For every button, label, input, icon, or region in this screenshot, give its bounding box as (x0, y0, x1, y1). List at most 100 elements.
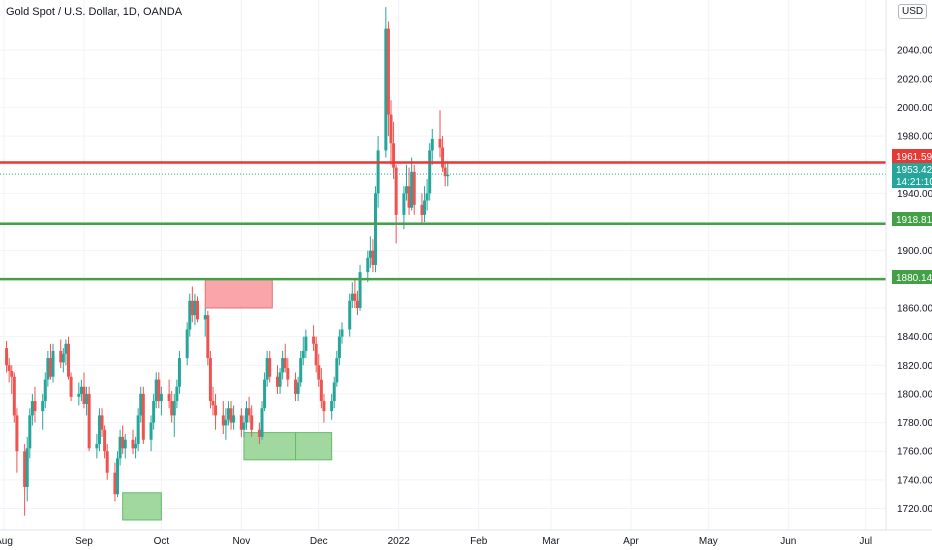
candle-body (172, 401, 176, 416)
candle-body (242, 422, 246, 430)
time-tick-label: Feb (470, 536, 488, 547)
candle (337, 329, 341, 366)
candle-body (12, 376, 16, 416)
candle-body (430, 138, 434, 151)
candle-body (322, 401, 326, 412)
candle (85, 386, 89, 416)
candle-body (206, 315, 210, 359)
candle (87, 386, 91, 452)
candle-body (384, 28, 388, 151)
candle (149, 415, 153, 452)
candle (392, 121, 396, 180)
candle-body (5, 348, 9, 366)
candle-body (340, 329, 344, 337)
candle (28, 408, 32, 459)
candle (136, 408, 140, 452)
candle (412, 164, 416, 215)
candle-body (100, 415, 104, 430)
candle-body (268, 358, 272, 377)
candle-body (77, 393, 81, 397)
candle-body (404, 186, 408, 194)
candle (301, 336, 305, 366)
candle-body (348, 300, 352, 330)
candle (172, 393, 176, 437)
candle-body (105, 451, 109, 473)
candle-body (260, 408, 264, 437)
price-tag-green-line-lower-label: 1880.144 (896, 273, 932, 284)
candle-body (428, 150, 432, 194)
candle (242, 415, 246, 437)
candle-body (157, 379, 161, 402)
time-tick-label: Oct (154, 536, 170, 547)
candle (275, 365, 279, 394)
candle-body (376, 150, 380, 194)
candle (25, 436, 29, 502)
countdown-label: 14:21:10 (896, 177, 932, 188)
candle-body (85, 393, 89, 404)
price-tick-label: 1840.000 (897, 332, 932, 343)
time-tick-label: Jun (780, 536, 796, 547)
candle (105, 444, 109, 480)
price-tag-green-line-lower: 1880.144 (892, 270, 932, 284)
candle (314, 336, 318, 373)
candle (103, 425, 107, 459)
candle-body (152, 401, 156, 423)
candle (402, 186, 406, 230)
candle-body (95, 444, 99, 449)
candle (23, 444, 27, 516)
candle (353, 279, 357, 308)
candle (154, 372, 158, 409)
candle-body (82, 386, 86, 404)
candle-body (335, 358, 339, 383)
candle-body (208, 358, 212, 402)
candle-body (64, 343, 68, 354)
candle (100, 408, 104, 437)
candle-body (350, 293, 354, 301)
candle (278, 368, 282, 394)
candle-body (116, 458, 120, 495)
candle-body (28, 415, 32, 449)
candle-body (304, 336, 308, 351)
price-tick-label: 1740.000 (897, 475, 932, 486)
candle (438, 110, 442, 158)
candle (46, 350, 50, 387)
candle (61, 348, 65, 373)
time-axis[interactable]: Aug Sep Oct Nov Dec 2022 Feb Mar Apr May Jun Jul (0, 536, 872, 547)
candle (330, 393, 334, 420)
candle-body (423, 200, 427, 215)
candle-body (446, 174, 450, 177)
candle-body (131, 439, 135, 449)
currency-button[interactable]: USD (898, 4, 928, 19)
candle-body (159, 393, 163, 402)
candle-body (193, 300, 197, 316)
candle-body (294, 379, 298, 394)
candle-body (239, 415, 243, 430)
candle (67, 336, 70, 380)
candle-body (275, 376, 279, 387)
candle (368, 236, 372, 268)
candle (317, 353, 321, 387)
horizontal-line-layer (0, 161, 886, 281)
candle (304, 329, 308, 359)
candle (394, 164, 398, 244)
candle-body (221, 415, 225, 426)
candle (441, 136, 445, 172)
last-price-label: 1953.425 (896, 165, 932, 176)
candle-body (332, 382, 336, 402)
time-tick-label: Jul (859, 536, 872, 547)
candle-body (214, 405, 218, 416)
candle-body (394, 167, 398, 215)
price-tag-red-line-label: 1961.591 (896, 152, 932, 163)
candle (7, 358, 11, 383)
price-tick-label: 1900.000 (897, 246, 932, 257)
candle (134, 436, 138, 459)
candle (152, 393, 156, 430)
candle-body (25, 448, 29, 488)
candle (410, 157, 414, 211)
candle (5, 340, 9, 373)
candle-body (337, 336, 341, 359)
candle-body (167, 393, 171, 402)
candle (141, 386, 145, 445)
candle (420, 193, 424, 225)
